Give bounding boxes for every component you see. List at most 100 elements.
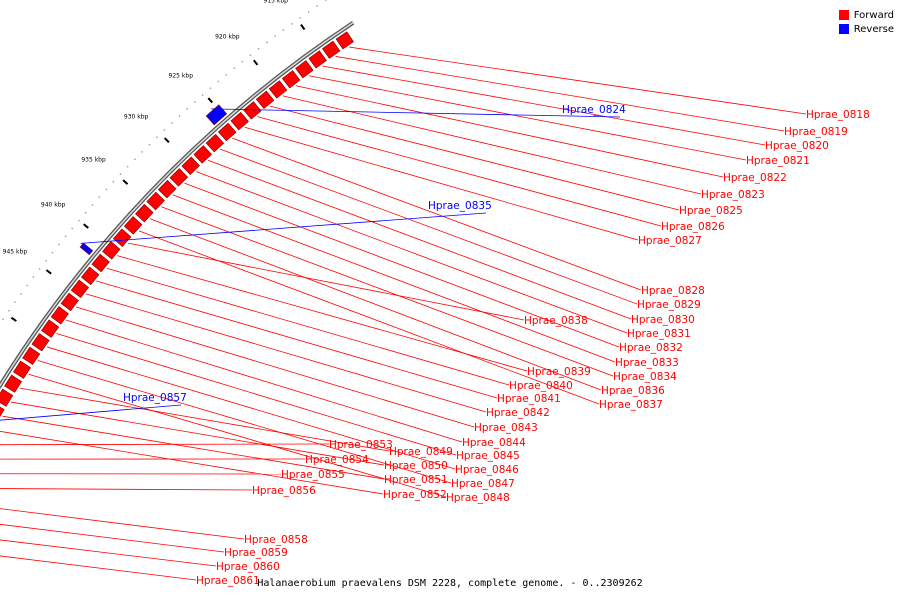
minor-tick bbox=[71, 227, 73, 230]
forward-gene-label: Hprae_0843 bbox=[474, 422, 538, 434]
forward-gene-label: Hprae_0820 bbox=[765, 140, 829, 152]
reverse-gene-label: Hprae_0835 bbox=[428, 200, 492, 212]
forward-gene-block bbox=[308, 50, 327, 69]
minor-tick bbox=[91, 204, 94, 206]
forward-gene-label-leader bbox=[37, 360, 452, 484]
minor-tick bbox=[98, 196, 101, 198]
minor-tick bbox=[249, 54, 252, 56]
forward-gene-block bbox=[205, 133, 225, 153]
forward-gene-block bbox=[268, 80, 288, 99]
forward-gene-block bbox=[157, 179, 177, 199]
minor-tick bbox=[105, 188, 108, 191]
forward-gene-block bbox=[31, 333, 50, 352]
forward-gene-block bbox=[181, 156, 200, 176]
tick-label: 925 kbp bbox=[169, 72, 194, 79]
forward-gene-label-leader bbox=[0, 508, 245, 540]
forward-gene-label-leader bbox=[0, 539, 217, 567]
minor-tick bbox=[156, 136, 158, 138]
forward-gene-label: Hprae_0850 bbox=[384, 460, 448, 472]
forward-gene-label-leader bbox=[28, 373, 447, 498]
minor-tick bbox=[141, 151, 143, 153]
forward-gene-label: Hprae_0833 bbox=[615, 357, 679, 369]
minor-tick bbox=[8, 309, 10, 312]
minor-tick bbox=[282, 29, 285, 31]
minor-tick bbox=[325, 0, 327, 1]
minor-tick bbox=[38, 268, 41, 270]
minor-tick bbox=[134, 158, 136, 160]
forward-gene-label: Hprae_0859 bbox=[224, 547, 288, 559]
minor-tick bbox=[51, 251, 54, 254]
major-tick bbox=[300, 24, 306, 31]
forward-gene-label: Hprae_0855 bbox=[281, 469, 345, 481]
forward-gene-label: Hprae_0838 bbox=[524, 315, 588, 327]
forward-gene-label-leader bbox=[66, 319, 463, 443]
forward-gene-label-leader bbox=[85, 293, 487, 413]
forward-swatch bbox=[838, 10, 849, 20]
minor-tick bbox=[257, 48, 260, 50]
forward-gene-label-leader bbox=[172, 194, 616, 363]
minor-tick bbox=[209, 87, 212, 89]
forward-gene-label-leader bbox=[196, 171, 628, 334]
major-tick bbox=[45, 269, 52, 275]
legend-forward: Forward bbox=[838, 8, 894, 22]
major-tick bbox=[252, 59, 259, 66]
minor-tick bbox=[20, 293, 22, 295]
minor-tick bbox=[241, 60, 244, 63]
forward-gene-label-leader bbox=[0, 430, 384, 495]
legend-reverse: Reverse bbox=[838, 22, 894, 36]
minor-tick bbox=[299, 17, 301, 19]
minor-tick bbox=[225, 74, 227, 76]
minor-tick bbox=[178, 115, 181, 117]
forward-gene-label-leader bbox=[282, 95, 702, 195]
forward-gene-label: Hprae_0823 bbox=[701, 189, 765, 201]
forward-gene-label-leader bbox=[161, 206, 614, 377]
forward-gene-label: Hprae_0819 bbox=[784, 126, 848, 138]
minor-tick bbox=[32, 276, 35, 278]
reverse-gene-block bbox=[79, 242, 94, 256]
forward-gene-label: Hprae_0821 bbox=[746, 155, 810, 167]
legend: Forward Reverse bbox=[838, 8, 894, 36]
forward-gene-label-leader bbox=[0, 555, 197, 581]
forward-gene-label: Hprae_0818 bbox=[806, 109, 870, 121]
forward-gene-block bbox=[81, 266, 100, 286]
forward-gene-label-leader bbox=[349, 46, 807, 115]
forward-gene-label: Hprae_0852 bbox=[383, 489, 447, 501]
forward-gene-block bbox=[255, 90, 275, 109]
forward-gene-label: Hprae_0860 bbox=[216, 561, 280, 573]
forward-gene-label-leader bbox=[96, 280, 498, 399]
forward-gene-label: Hprae_0826 bbox=[661, 221, 725, 233]
forward-gene-label-leader bbox=[106, 267, 510, 386]
forward-gene-label-leader bbox=[2, 415, 385, 480]
major-tick bbox=[164, 137, 170, 144]
reverse-gene-leader bbox=[80, 212, 487, 244]
forward-gene-block bbox=[281, 70, 301, 89]
forward-gene-block bbox=[335, 31, 354, 50]
forward-gene-label-leader bbox=[207, 159, 632, 320]
forward-gene-label-leader bbox=[138, 230, 600, 405]
minor-tick bbox=[148, 143, 151, 146]
forward-gene-label: Hprae_0861 bbox=[196, 575, 260, 587]
major-tick bbox=[83, 223, 89, 229]
forward-gene-label: Hprae_0849 bbox=[389, 446, 453, 458]
minor-tick bbox=[45, 260, 47, 262]
genome-caption: Halanaerobium praevalens DSM 2228, compl… bbox=[257, 578, 643, 589]
legend-forward-label: Forward bbox=[853, 9, 894, 21]
forward-gene-block bbox=[91, 253, 110, 273]
forward-gene-label-leader bbox=[322, 65, 766, 146]
reverse-gene-label: Hprae_0824 bbox=[562, 104, 626, 116]
forward-gene-label-leader bbox=[0, 488, 253, 491]
reverse-gene-block bbox=[205, 104, 228, 126]
forward-gene-label: Hprae_0836 bbox=[601, 385, 665, 397]
minor-tick bbox=[266, 41, 268, 44]
tick-label: 930 kbp bbox=[124, 113, 149, 120]
major-tick bbox=[10, 316, 17, 322]
forward-gene-label-leader bbox=[295, 85, 724, 178]
reverse-gene-leader bbox=[211, 108, 621, 118]
forward-gene-label-leader bbox=[127, 242, 525, 321]
tick-label: 940 kbp bbox=[41, 202, 66, 209]
forward-gene-block bbox=[50, 306, 69, 325]
forward-gene-label-leader bbox=[19, 387, 390, 452]
reverse-gene-label: Hprae_0857 bbox=[123, 392, 187, 404]
